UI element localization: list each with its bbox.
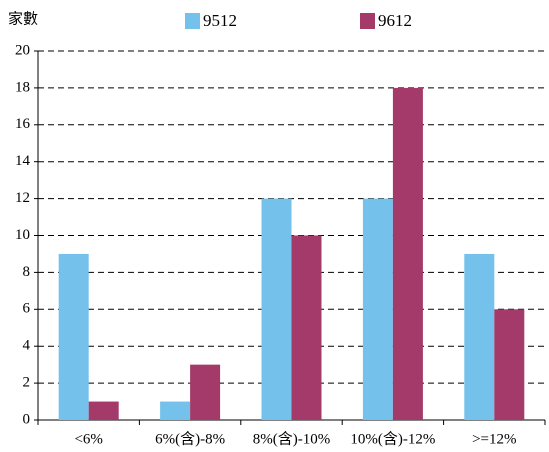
bar bbox=[261, 198, 292, 420]
bar bbox=[190, 364, 221, 420]
bar bbox=[291, 235, 322, 420]
y-tick-label: 10 bbox=[15, 227, 30, 243]
legend-label: 9512 bbox=[203, 11, 237, 30]
y-axis-title: 家數 bbox=[8, 10, 38, 27]
legend-label: 9612 bbox=[378, 11, 412, 30]
x-tick-label: <6% bbox=[74, 431, 102, 447]
x-tick-label: 10%(含)-12% bbox=[350, 430, 435, 447]
legend-swatch bbox=[185, 13, 200, 29]
y-tick-label: 14 bbox=[15, 153, 31, 169]
x-tick-label: 8%(含)-10% bbox=[253, 430, 330, 447]
bar bbox=[58, 253, 89, 420]
y-tick-label: 4 bbox=[23, 338, 31, 354]
bar bbox=[160, 401, 191, 420]
x-tick-label: 6%(含)-8% bbox=[155, 430, 225, 447]
y-tick-label: 0 bbox=[23, 411, 31, 427]
bar bbox=[464, 253, 495, 420]
y-tick-label: 6 bbox=[23, 301, 31, 317]
bar bbox=[494, 309, 525, 420]
y-tick-label: 2 bbox=[23, 375, 31, 391]
y-tick-label: 16 bbox=[15, 116, 31, 132]
bar bbox=[392, 87, 423, 421]
y-tick-label: 12 bbox=[15, 190, 30, 206]
y-tick-label: 18 bbox=[15, 79, 30, 95]
x-tick-label: >=12% bbox=[472, 431, 516, 447]
legend-swatch bbox=[360, 13, 375, 29]
bar bbox=[362, 198, 393, 420]
bar bbox=[88, 401, 119, 420]
y-tick-label: 20 bbox=[15, 42, 30, 58]
y-tick-label: 8 bbox=[23, 264, 31, 280]
